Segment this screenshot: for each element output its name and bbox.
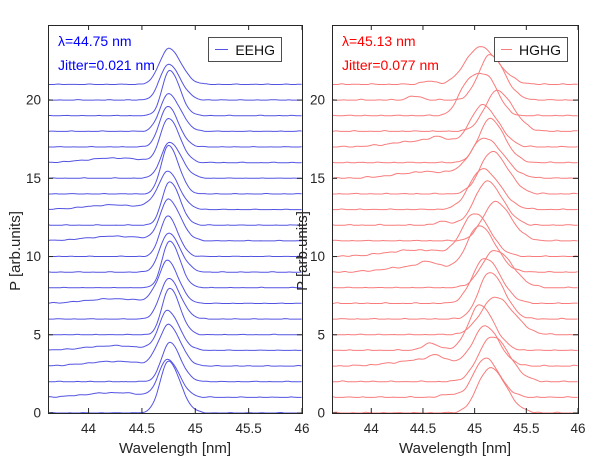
x-tick-label: 46: [570, 421, 585, 436]
y-tick-label: 20: [26, 93, 41, 108]
y-tick-label: 15: [310, 171, 325, 186]
spectrum-trace: [331, 89, 578, 132]
spectrum-trace: [331, 72, 578, 117]
x-tick-label: 46: [294, 421, 309, 436]
spectrum-trace: [332, 213, 578, 257]
spectrum-trace: [48, 144, 302, 195]
spectrum-trace: [331, 200, 578, 242]
spectrum-trace: [47, 170, 302, 211]
right-jitter-annotation: Jitter=0.077 nm: [342, 57, 439, 73]
spectrum-trace: [332, 304, 578, 351]
left-x-axis-label: Wavelength [nm]: [119, 440, 231, 457]
spectrum-trace: [48, 141, 302, 179]
right-lambda-annotation: λ=45.13 nm: [342, 33, 416, 49]
y-tick-label: 15: [26, 171, 41, 186]
legend-hghg-label: HGHG: [519, 41, 561, 58]
y-tick-label: 10: [310, 249, 325, 264]
y-tick-label: 5: [33, 327, 41, 342]
spectrum-trace: [331, 367, 578, 414]
spectrum-trace: [47, 259, 302, 304]
spectrum-trace: [48, 240, 302, 289]
x-tick-label: 45: [188, 421, 203, 436]
spectrum-trace: [47, 360, 302, 414]
spectrum-trace: [331, 168, 578, 211]
y-tick-label: 0: [317, 406, 325, 421]
spectrum-trace: [48, 106, 302, 148]
left-jitter-annotation: Jitter=0.021 nm: [58, 57, 155, 73]
spectrum-trace: [332, 272, 578, 320]
y-tick-label: 10: [26, 249, 41, 264]
y-tick-label: 20: [310, 93, 325, 108]
spectrum-trace: [332, 150, 578, 195]
spectrum-trace: [47, 118, 302, 164]
spectrum-trace: [331, 54, 578, 101]
plot-box: [332, 25, 579, 414]
x-tick-label: 45.5: [513, 421, 539, 436]
spectrum-trace: [48, 341, 302, 383]
spectrum-trace: [48, 323, 302, 367]
right-y-axis-label: P [arb.units]: [294, 211, 311, 291]
spectrum-trace: [332, 357, 578, 398]
spectrum-trace: [48, 47, 302, 85]
spectrum-trace: [331, 137, 578, 179]
x-tick-label: 44.5: [129, 421, 155, 436]
y-tick-label: 5: [317, 327, 325, 342]
spectrum-trace: [47, 198, 302, 242]
y-tick-label: 0: [33, 406, 41, 421]
spectrum-trace: [332, 325, 578, 367]
hghg-line-sample-icon: [501, 49, 512, 50]
legend-eehg-label: EEHG: [235, 41, 275, 58]
eehg-line-sample-icon: [215, 49, 229, 50]
x-tick-label: 44: [364, 421, 380, 436]
spectrum-trace: [332, 104, 578, 148]
spectrum-trace: [47, 93, 302, 132]
spectrum-trace: [47, 287, 302, 336]
x-tick-label: 44.5: [410, 421, 436, 436]
spectrum-trace: [47, 63, 302, 101]
spectrum-trace: [47, 309, 302, 351]
spectrum-trace: [48, 215, 302, 257]
legend-hghg: HGHG: [494, 37, 568, 62]
right-x-axis-label: Wavelength [nm]: [399, 440, 511, 457]
left-y-axis-label: P [arb.units]: [7, 211, 24, 291]
spectrum-trace: [331, 250, 578, 289]
x-tick-label: 45: [467, 421, 482, 436]
spectrum-trace: [47, 181, 302, 226]
spectrum-trace: [331, 117, 578, 164]
spectrum-trace: [332, 46, 578, 85]
spectrum-trace: [331, 180, 578, 226]
spectrum-trace: [332, 336, 578, 383]
spectrum-trace: [48, 232, 302, 273]
legend-eehg: EEHG: [208, 37, 282, 62]
plot-box: [48, 25, 303, 414]
x-tick-label: 45.5: [235, 421, 261, 436]
spectrum-trace: [47, 69, 302, 117]
spectrum-trace: [47, 358, 302, 398]
left-lambda-annotation: λ=44.75 nm: [58, 33, 132, 49]
spectrum-trace: [332, 225, 578, 273]
spectrum-trace: [48, 278, 302, 320]
spectrum-trace: [332, 258, 578, 304]
x-tick-label: 44: [81, 421, 97, 436]
spectrum-trace: [331, 296, 578, 336]
